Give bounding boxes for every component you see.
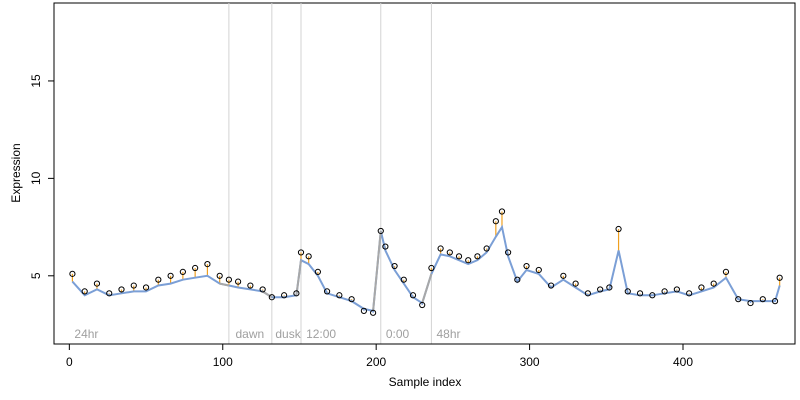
data-point <box>514 276 521 283</box>
segment-label: 48hr <box>436 327 460 341</box>
data-point <box>747 299 754 307</box>
data-point <box>698 284 705 291</box>
plot-area <box>53 2 796 345</box>
data-point <box>584 290 591 297</box>
data-point <box>636 290 644 297</box>
y-axis: 5 10 15 <box>29 74 55 279</box>
fitted-line-jump <box>295 260 302 296</box>
data-point <box>492 218 499 225</box>
data-point <box>118 286 125 293</box>
data-point <box>535 266 542 274</box>
segment-label: dawn <box>235 327 264 341</box>
data-point <box>498 208 506 215</box>
data-point <box>142 284 150 291</box>
y-tick-label: 10 <box>29 171 43 185</box>
data-point <box>293 290 300 297</box>
data-point <box>297 249 305 256</box>
data-point <box>735 296 742 303</box>
fitted-line-jump <box>372 230 382 311</box>
data-point <box>382 243 389 250</box>
data-point <box>192 264 199 272</box>
data-point <box>686 290 693 297</box>
data-point <box>377 227 384 235</box>
data-point <box>130 282 137 289</box>
data-point <box>370 309 377 316</box>
data-point <box>547 282 555 289</box>
data-point <box>419 301 426 309</box>
data-point <box>606 284 613 291</box>
data-point <box>391 262 398 270</box>
data-point <box>710 280 717 287</box>
data-point <box>597 286 604 293</box>
data-point <box>204 261 211 268</box>
data-point <box>400 276 407 283</box>
y-axis-label: Expression <box>9 143 23 202</box>
data-point <box>225 276 232 283</box>
data-point <box>268 294 275 301</box>
data-point <box>615 225 622 233</box>
x-axis-label: Sample index <box>389 375 462 389</box>
fitted-line-jump <box>421 273 433 304</box>
fitted-line-jump <box>219 282 230 287</box>
data-point <box>649 292 656 299</box>
data-point <box>624 288 631 295</box>
fitted-line-group <box>71 224 781 313</box>
data-point <box>673 286 680 293</box>
observed-points <box>69 208 783 316</box>
data-point <box>722 268 730 276</box>
data-point <box>179 268 186 276</box>
data-point <box>106 290 113 297</box>
segment-label: 12:00 <box>306 327 336 341</box>
data-point <box>465 257 472 264</box>
data-point <box>323 288 331 295</box>
data-point <box>234 278 242 285</box>
segment-label: dusk <box>275 327 301 341</box>
fitted-line-jump <box>262 290 273 299</box>
data-point <box>474 253 481 260</box>
segment-label: 0:00 <box>386 327 410 341</box>
data-point <box>336 292 343 299</box>
y-tick-label: 15 <box>29 74 43 88</box>
data-point <box>216 272 223 279</box>
x-axis: 0 100 200 300 400 <box>66 343 693 369</box>
data-point <box>776 274 783 281</box>
data-point <box>305 253 312 260</box>
data-point <box>455 253 463 260</box>
data-point <box>360 307 368 314</box>
x-tick-label: 100 <box>213 355 233 369</box>
data-point <box>505 249 512 256</box>
data-point <box>281 292 288 299</box>
x-tick-label: 200 <box>366 355 386 369</box>
x-tick-label: 0 <box>66 355 73 369</box>
data-point <box>523 262 530 270</box>
data-point <box>259 286 266 293</box>
data-point <box>771 298 779 305</box>
data-point <box>572 280 579 287</box>
segment-labels: 24hr dawn dusk 12:00 0:00 48hr <box>74 327 460 341</box>
data-point <box>446 249 453 256</box>
segment-label: 24hr <box>74 327 98 341</box>
data-point <box>437 245 444 252</box>
data-point <box>759 296 766 303</box>
segment-separators <box>228 3 432 344</box>
data-point <box>167 272 174 279</box>
data-point <box>428 264 435 272</box>
data-point <box>483 245 490 252</box>
data-point <box>69 270 76 277</box>
data-point <box>348 296 355 303</box>
data-point <box>314 268 321 276</box>
x-tick-label: 400 <box>673 355 693 369</box>
x-tick-label: 300 <box>520 355 540 369</box>
data-point <box>81 288 88 295</box>
data-point <box>93 280 101 287</box>
data-point <box>560 272 567 279</box>
y-tick-label: 5 <box>29 272 43 279</box>
data-point <box>155 276 162 283</box>
data-point <box>247 282 254 289</box>
data-point <box>661 288 668 295</box>
data-point <box>409 292 417 299</box>
